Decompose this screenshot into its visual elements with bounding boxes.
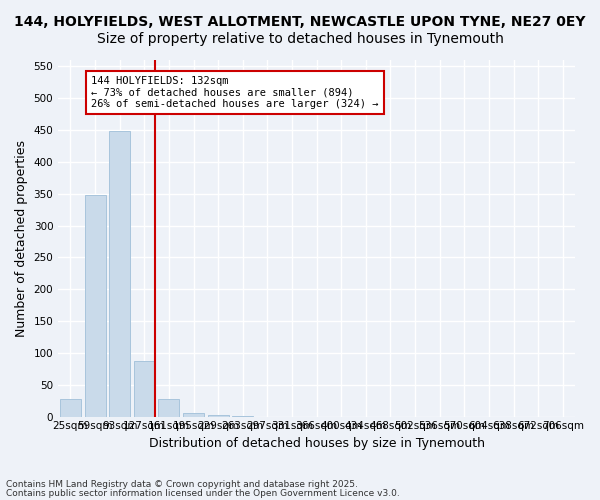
Text: 144 HOLYFIELDS: 132sqm
← 73% of detached houses are smaller (894)
26% of semi-de: 144 HOLYFIELDS: 132sqm ← 73% of detached… bbox=[91, 76, 379, 109]
Bar bbox=[134, 360, 155, 416]
Bar bbox=[60, 399, 81, 416]
Bar bbox=[85, 195, 106, 416]
Bar bbox=[183, 414, 204, 416]
Y-axis label: Number of detached properties: Number of detached properties bbox=[15, 140, 28, 337]
Text: Contains public sector information licensed under the Open Government Licence v3: Contains public sector information licen… bbox=[6, 489, 400, 498]
Text: Size of property relative to detached houses in Tynemouth: Size of property relative to detached ho… bbox=[97, 32, 503, 46]
Bar bbox=[158, 400, 179, 416]
Text: Contains HM Land Registry data © Crown copyright and database right 2025.: Contains HM Land Registry data © Crown c… bbox=[6, 480, 358, 489]
Bar bbox=[109, 132, 130, 416]
X-axis label: Distribution of detached houses by size in Tynemouth: Distribution of detached houses by size … bbox=[149, 437, 485, 450]
Text: 144, HOLYFIELDS, WEST ALLOTMENT, NEWCASTLE UPON TYNE, NE27 0EY: 144, HOLYFIELDS, WEST ALLOTMENT, NEWCAST… bbox=[14, 15, 586, 29]
